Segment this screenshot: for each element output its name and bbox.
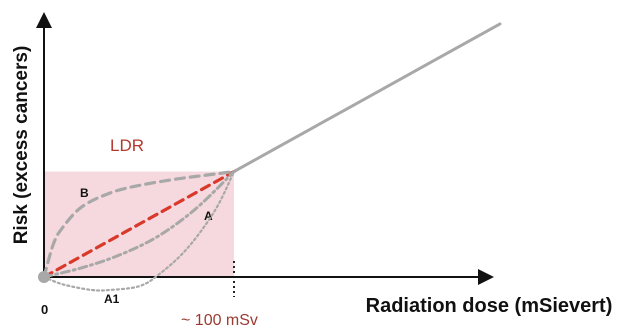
x-axis-label: Radiation dose (mSievert) <box>366 295 613 317</box>
origin-label: 0 <box>41 302 48 317</box>
origin-point <box>38 271 50 283</box>
series-line-a1 <box>42 170 236 292</box>
series-label-b: B <box>80 186 89 200</box>
ldr-region-label: LDR <box>110 136 144 155</box>
series-label-a: A <box>204 209 213 223</box>
series-line-dashed-1 <box>42 169 236 279</box>
y-axis-label: Risk (excess cancers) <box>11 46 32 245</box>
series-line-solid-0 <box>232 22 502 174</box>
series-line-a <box>42 170 236 279</box>
series-label-a1: A1 <box>104 292 120 306</box>
threshold-label: ~ 100 mSv <box>181 312 258 329</box>
series-line-b <box>42 169 236 279</box>
